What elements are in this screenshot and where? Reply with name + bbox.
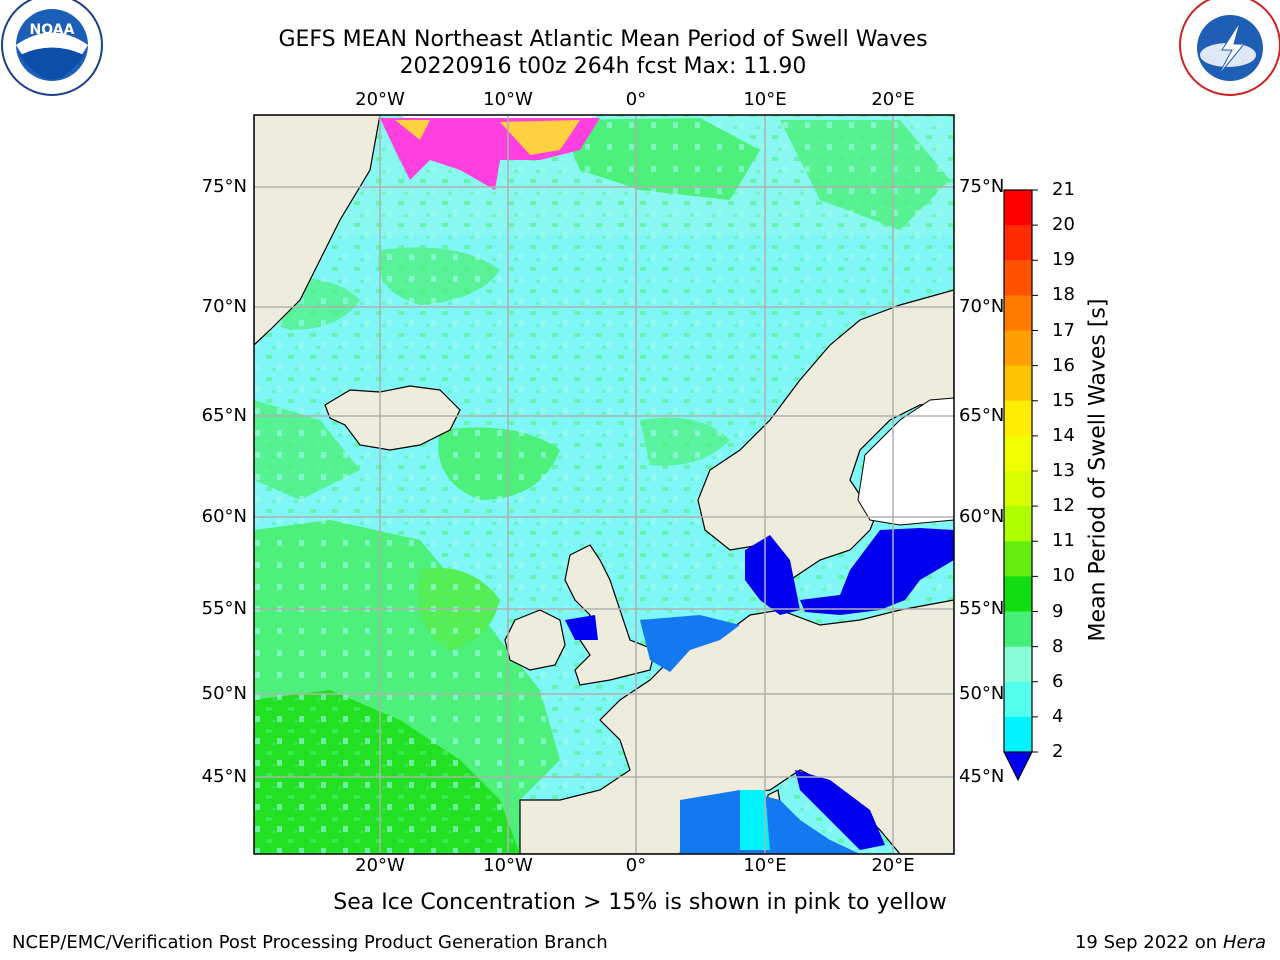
colorbar-tick-label: 14 (1052, 424, 1075, 446)
lat-label-left: 60°N (201, 506, 247, 527)
noaa-logo-text: NOAA (30, 22, 75, 38)
lat-label-right: 70°N (959, 296, 1005, 317)
colorbar-tick-label: 20 (1052, 214, 1075, 236)
colorbar-tick-label: 17 (1052, 319, 1075, 341)
lat-label-right: 50°N (959, 683, 1005, 704)
host-name: Hera (1222, 932, 1266, 953)
lon-label-top: 20°E (871, 89, 915, 110)
noaa-logo: NOAA (1, 0, 103, 96)
ireland (504, 609, 566, 671)
lon-label-top: 20°W (355, 89, 405, 110)
sea-ice-note: Sea Ice Concentration > 15% is shown in … (333, 890, 947, 915)
colorbar-tick-label: 15 (1052, 389, 1075, 411)
lon-label-bottom: 20°E (871, 855, 915, 876)
colorbar-segment (1004, 576, 1032, 612)
colorbar-title: Mean Period of Swell Waves [s] (1085, 298, 1111, 642)
colorbar-tick-label: 11 (1052, 530, 1075, 552)
low-period-seas (565, 528, 954, 854)
map-area (254, 115, 954, 854)
graticule (254, 115, 954, 854)
chart-title: GEFS MEAN Northeast Atlantic Mean Period… (278, 27, 928, 52)
colorbar-tick-label: 19 (1052, 249, 1075, 271)
date-text: 19 Sep 2022 on (1074, 932, 1218, 953)
colorbar-tick-label: 6 (1052, 670, 1064, 692)
colorbar-segment (1004, 225, 1032, 261)
lat-label-right: 75°N (959, 176, 1005, 197)
colorbar-tick-label: 2 (1052, 741, 1064, 762)
colorbar-tick-marks (1032, 189, 1038, 753)
colorbar-segment (1004, 646, 1032, 683)
colorbar-segments (1004, 190, 1032, 753)
lon-label-top: 10°W (483, 89, 533, 110)
colorbar-segment (1004, 365, 1032, 402)
colorbar-segment (1004, 506, 1032, 542)
credit-text: NCEP/EMC/Verification Post Processing Pr… (12, 932, 608, 953)
lat-label-left: 45°N (201, 766, 247, 787)
lat-label-left: 70°N (201, 296, 247, 317)
greenland (254, 115, 381, 346)
colorbar-segment (1004, 330, 1032, 367)
map-frame (253, 114, 955, 855)
lat-label-right: 65°N (959, 405, 1005, 426)
land (254, 115, 954, 854)
colorbar-segment (1004, 295, 1032, 331)
lon-label-bottom: 10°E (743, 855, 787, 876)
colorbar-tick-label: 8 (1052, 635, 1064, 657)
nws-logo (1179, 0, 1280, 96)
colorbar-tick-label: 18 (1052, 284, 1075, 306)
colorbar-tick-label: 10 (1052, 565, 1075, 587)
colorbar-segment (1004, 435, 1032, 472)
colorbar-tick-label: 9 (1052, 600, 1064, 622)
lat-label-right: 55°N (959, 598, 1005, 619)
colorbar-under-arrow (1003, 751, 1033, 782)
lon-label-bottom: 20°W (355, 855, 405, 876)
colorbar-tick-label: 16 (1052, 354, 1075, 376)
great-britain (564, 544, 656, 686)
colorbar-segment (1004, 260, 1032, 296)
colorbar-segment (1004, 400, 1032, 437)
lat-label-left: 75°N (201, 176, 247, 197)
lat-label-right: 60°N (959, 506, 1005, 527)
lat-label-left: 50°N (201, 683, 247, 704)
lon-label-top: 10°E (743, 89, 787, 110)
lat-label-left: 65°N (201, 405, 247, 426)
colorbar-segment (1004, 541, 1032, 577)
colorbar-tick-label: 13 (1052, 460, 1075, 481)
lat-label-left: 55°N (201, 598, 247, 619)
colorbar-tick-label: 4 (1052, 705, 1064, 727)
colorbar-segment (1004, 681, 1032, 718)
lon-label-bottom: 10°W (483, 855, 533, 876)
sea-ice (380, 118, 600, 190)
colorbar-segment (1004, 716, 1032, 753)
colorbar-segment (1004, 190, 1032, 226)
lon-label-top: 0° (625, 89, 647, 110)
colorbar-tick-label: 21 (1052, 179, 1075, 200)
lon-label-bottom: 0° (625, 855, 647, 876)
lat-label-right: 45°N (959, 766, 1005, 787)
colorbar-segment (1004, 611, 1032, 648)
chart-subtitle: 20220916 t00z 264h fcst Max: 11.90 (399, 54, 807, 79)
colorbar-tick-label: 12 (1052, 495, 1075, 517)
date-stamp: 19 Sep 2022 on Hera (1075, 932, 1266, 953)
colorbar-segment (1004, 471, 1032, 507)
